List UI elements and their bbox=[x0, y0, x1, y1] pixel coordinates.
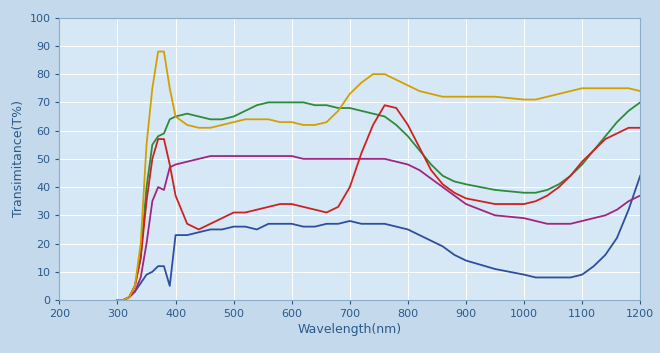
Y-axis label: Transimitance(T%): Transimitance(T%) bbox=[12, 100, 25, 217]
X-axis label: Wavelength(nm): Wavelength(nm) bbox=[298, 323, 402, 336]
